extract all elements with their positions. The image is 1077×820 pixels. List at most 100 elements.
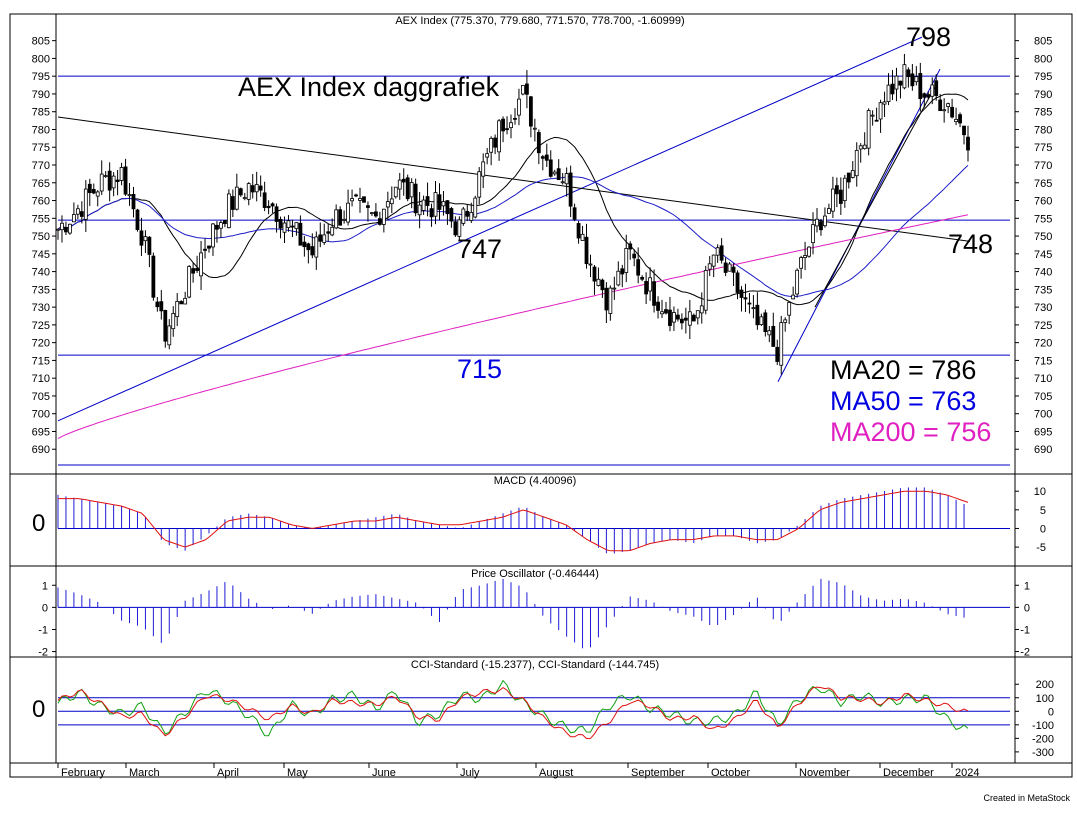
price-tick-label-right: 730 [1034, 302, 1052, 314]
price-tick-label-right: 720 [1034, 338, 1052, 350]
candle-body [123, 166, 128, 195]
candle-body [119, 167, 124, 181]
candle-body [914, 76, 919, 83]
candle-body [815, 218, 819, 227]
candle-body [310, 246, 315, 256]
candle-body [568, 172, 573, 207]
candle-body [75, 208, 80, 215]
macd-zero-label: 0 [32, 510, 45, 537]
candle-body [930, 84, 935, 97]
candle-body [163, 310, 168, 342]
price-tick-label-left: 710 [32, 373, 50, 385]
price-tick-label-right: 695 [1034, 426, 1052, 438]
candle-body [620, 268, 625, 275]
candle-body [298, 222, 303, 246]
candle-body [922, 93, 927, 98]
price-tick-label-right: 800 [1034, 53, 1052, 65]
oscillator-panel-title: Price Oscillator (-0.46444) [471, 568, 599, 580]
candle-body [350, 198, 354, 202]
macd-indicator: 10 5 0 -5 [57, 486, 1046, 554]
candle-body [517, 98, 521, 116]
candle-body [910, 73, 915, 87]
candle-body [437, 194, 442, 210]
ma20-line [57, 93, 969, 306]
candle-body [640, 276, 645, 280]
candle-body [254, 184, 259, 193]
oscillator-tick-label: -2 [1020, 647, 1030, 659]
cci-fast-line [57, 686, 969, 740]
candle-body [238, 188, 243, 196]
candle-body [294, 222, 299, 230]
x-tick-label: July [460, 767, 480, 779]
candle-body [433, 192, 438, 217]
price-tick-label-left: 805 [32, 36, 50, 48]
candle-body [103, 175, 108, 177]
candle-body [946, 103, 951, 107]
candle-body [290, 225, 295, 228]
candle-body [536, 132, 541, 154]
candle-body [727, 263, 732, 272]
price-tick-label-left: 750 [32, 231, 50, 243]
candle-body [246, 183, 251, 200]
candle-body [147, 236, 152, 255]
candle-body [326, 231, 331, 234]
candle-body [509, 122, 513, 129]
candle-body [775, 346, 780, 362]
candle-body [346, 202, 350, 223]
candle-body [413, 183, 418, 214]
candle-body [604, 287, 609, 311]
price-tick-label-left: 715 [32, 355, 50, 367]
candle-body [838, 189, 843, 204]
x-tick-label: October [711, 767, 750, 779]
candle-body [556, 168, 561, 181]
oscillator-tick-label: 0 [1024, 602, 1030, 614]
candle-body [187, 266, 192, 298]
candle-body [441, 201, 446, 207]
price-tick-label-left: 755 [32, 213, 50, 225]
candle-body [266, 205, 271, 209]
candle-body [417, 204, 422, 216]
price-tick-label-left: 695 [32, 426, 50, 438]
candle-body [449, 208, 454, 222]
candle-body [719, 245, 724, 261]
candle-body [779, 322, 784, 366]
candle-body [429, 208, 434, 218]
price-tick-label-left: 780 [32, 124, 50, 136]
price-tick-label-right: 690 [1034, 444, 1052, 456]
candle-body [250, 185, 255, 193]
cci-tick-label: 100 [1036, 693, 1054, 705]
price-tick-label-right: 805 [1034, 36, 1052, 48]
candle-body [830, 188, 835, 212]
cci-zero-label: 0 [32, 696, 45, 723]
candle-body [171, 313, 176, 330]
candle-body [715, 247, 720, 256]
candle-body [807, 246, 811, 257]
candle-body [175, 301, 180, 317]
candle-body [576, 223, 581, 239]
candle-body [87, 183, 92, 194]
price-tick-label-left: 705 [32, 391, 50, 403]
candle-body [747, 302, 752, 305]
candle-body [898, 80, 903, 86]
annotation-ma50: MA50 = 763 [830, 386, 976, 416]
candle-body [131, 194, 136, 210]
candle-body [262, 192, 267, 208]
candle-body [874, 119, 879, 122]
candle-body [866, 110, 871, 149]
candle-body [858, 145, 863, 150]
candle-body [652, 281, 656, 306]
price-tick-label-right: 775 [1034, 142, 1052, 154]
candle-body [676, 314, 680, 320]
price-tick-label-right: 715 [1034, 355, 1052, 367]
candle-body [548, 159, 553, 177]
price-tick-label-left: 730 [32, 302, 50, 314]
candle-body [827, 208, 831, 214]
candle-body [389, 198, 394, 205]
price-tick-label-right: 745 [1034, 249, 1052, 261]
candle-body [318, 234, 323, 242]
x-tick-label: 2024 [955, 767, 979, 779]
x-tick-label: November [799, 767, 850, 779]
candle-body [584, 236, 589, 265]
